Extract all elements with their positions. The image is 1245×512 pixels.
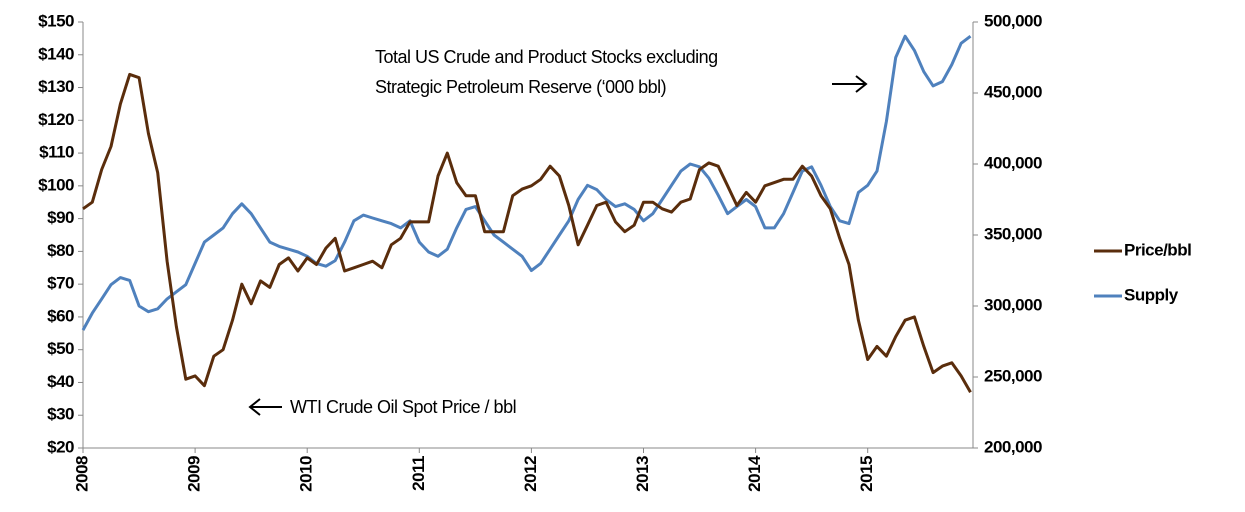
y2-tick-label: 350,000 xyxy=(984,224,1042,243)
series-line xyxy=(81,34,972,331)
arrow-head xyxy=(855,75,868,93)
x-tick-label: 2011 xyxy=(409,456,428,491)
y-tick-label: $120 xyxy=(38,110,74,129)
y-tick-label: $80 xyxy=(47,241,74,260)
annotation: Strategic Petroleum Reserve (‘000 bbl) xyxy=(375,77,666,97)
y-tick-label: $30 xyxy=(47,405,74,424)
y-tick-label: $70 xyxy=(47,274,74,293)
x-tick-label: 2008 xyxy=(72,456,91,492)
y2-tick-label: 250,000 xyxy=(984,366,1042,385)
x-tick-label: 2010 xyxy=(297,456,316,492)
y-tick-label: $140 xyxy=(38,44,74,63)
y-tick-label: $40 xyxy=(47,372,74,391)
y-tick-label: $130 xyxy=(38,77,74,96)
y-tick-label: $20 xyxy=(47,437,74,456)
y2-tick-label: 450,000 xyxy=(984,82,1042,101)
series-line xyxy=(82,72,972,394)
y-tick-label: $60 xyxy=(47,306,74,325)
arrow-head xyxy=(248,398,261,416)
x-tick-label: 2015 xyxy=(857,456,876,492)
annotation: WTI Crude Oil Spot Price / bbl xyxy=(290,397,516,417)
y-tick-label: $50 xyxy=(47,339,74,358)
legend-label: Supply xyxy=(1124,285,1179,304)
y-tick-label: $110 xyxy=(39,143,74,162)
y-tick-label: $100 xyxy=(38,175,74,194)
y2-tick-label: 500,000 xyxy=(984,11,1042,30)
annotation: Total US Crude and Product Stocks exclud… xyxy=(375,47,718,67)
x-tick-label: 2013 xyxy=(633,456,652,492)
y2-tick-label: 400,000 xyxy=(984,153,1042,172)
y2-tick-label: 200,000 xyxy=(984,437,1042,456)
y2-tick-label: 300,000 xyxy=(984,295,1042,314)
y-tick-label: $90 xyxy=(47,208,74,227)
legend-label: Price/bbl xyxy=(1124,240,1191,259)
annotation-arrows: Total US Crude and Product Stocks exclud… xyxy=(248,47,868,417)
y-tick-label: $150 xyxy=(38,11,74,30)
x-tick-label: 2012 xyxy=(521,456,540,492)
x-tick-label: 2009 xyxy=(185,456,204,492)
x-tick-label: 2014 xyxy=(745,455,764,492)
